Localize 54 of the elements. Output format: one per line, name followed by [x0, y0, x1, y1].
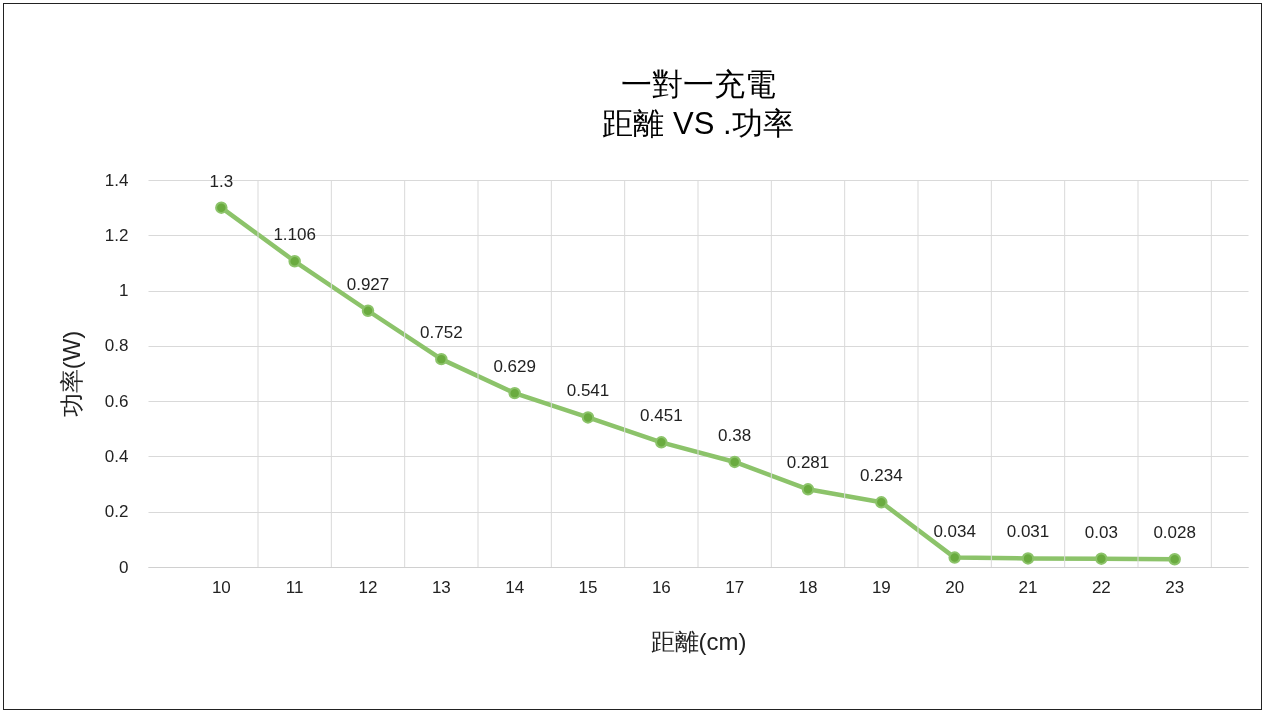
x-tick-label: 19: [871, 577, 891, 597]
x-tick-label: 21: [1018, 577, 1038, 597]
x-tick-label: 16: [651, 577, 671, 597]
data-label: 1.3: [209, 171, 234, 191]
data-label: 0.451: [640, 406, 683, 426]
point: [948, 551, 961, 564]
data-label: 0.541: [566, 381, 610, 401]
point: [1021, 552, 1035, 565]
x-tick-label: 15: [578, 577, 598, 597]
x-tick-label: 23: [1165, 577, 1185, 597]
y-tick-label: 0.2: [104, 502, 129, 522]
point: [581, 411, 595, 424]
y-axis-title: 功率(W): [57, 330, 85, 418]
point: [1168, 553, 1181, 566]
x-tick-label: 14: [505, 577, 525, 597]
y-tick-label: 1: [119, 281, 129, 301]
y-tick-label: 0.4: [104, 446, 129, 466]
data-label: 0.629: [493, 357, 536, 377]
point: [728, 455, 741, 469]
point: [508, 386, 521, 400]
point: [875, 496, 888, 509]
point: [435, 352, 448, 366]
point: [801, 483, 815, 496]
x-tick-label: 12: [358, 577, 378, 597]
data-label: 0.752: [420, 323, 463, 343]
data-label: 0.031: [1006, 522, 1050, 542]
x-axis-title: 距離(cm): [650, 627, 747, 655]
x-tick-label: 18: [798, 577, 818, 597]
data-label: 1.106: [273, 225, 316, 245]
data-label: 0.281: [786, 453, 830, 473]
x-tick-label: 13: [431, 577, 451, 597]
chart-title: 一對一充電: [620, 67, 776, 102]
data-label: 0.028: [1153, 523, 1196, 543]
x-tick-label: 10: [211, 577, 231, 597]
y-tick-label: 0.8: [104, 336, 129, 356]
y-tick-label: 1.2: [104, 225, 129, 245]
chart-subtitle: 距離 VS .功率: [602, 106, 794, 141]
y-tick-label: 0.6: [104, 391, 129, 411]
data-label: 0.234: [860, 466, 903, 486]
point: [655, 436, 668, 449]
data-label: 0.38: [718, 425, 752, 445]
x-tick-label: 11: [285, 577, 304, 597]
data-label: 0.034: [933, 521, 976, 541]
data-label: 0.927: [346, 274, 390, 294]
point: [361, 304, 375, 317]
x-tick-label: 20: [945, 577, 965, 597]
point: [288, 255, 301, 268]
point: [1095, 552, 1108, 565]
x-tick-label: 17: [725, 577, 745, 597]
y-tick-label: 1.4: [104, 170, 129, 190]
data-label: 0.03: [1084, 522, 1118, 542]
y-tick-label: 0: [119, 557, 129, 577]
x-tick-label: 22: [1091, 577, 1111, 597]
point: [215, 201, 228, 214]
